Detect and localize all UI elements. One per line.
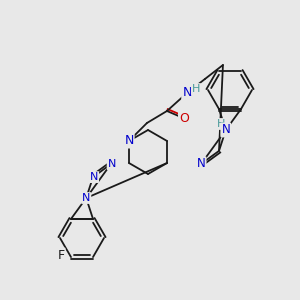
Text: N: N xyxy=(90,172,98,182)
Text: O: O xyxy=(179,112,189,125)
Text: N: N xyxy=(197,157,206,170)
Text: N: N xyxy=(82,193,90,203)
Text: N: N xyxy=(108,159,116,169)
Text: N: N xyxy=(221,124,230,136)
Text: H: H xyxy=(192,84,200,94)
Text: N: N xyxy=(124,134,134,148)
Text: H: H xyxy=(217,119,225,129)
Text: F: F xyxy=(57,249,64,262)
Text: N: N xyxy=(182,86,192,100)
